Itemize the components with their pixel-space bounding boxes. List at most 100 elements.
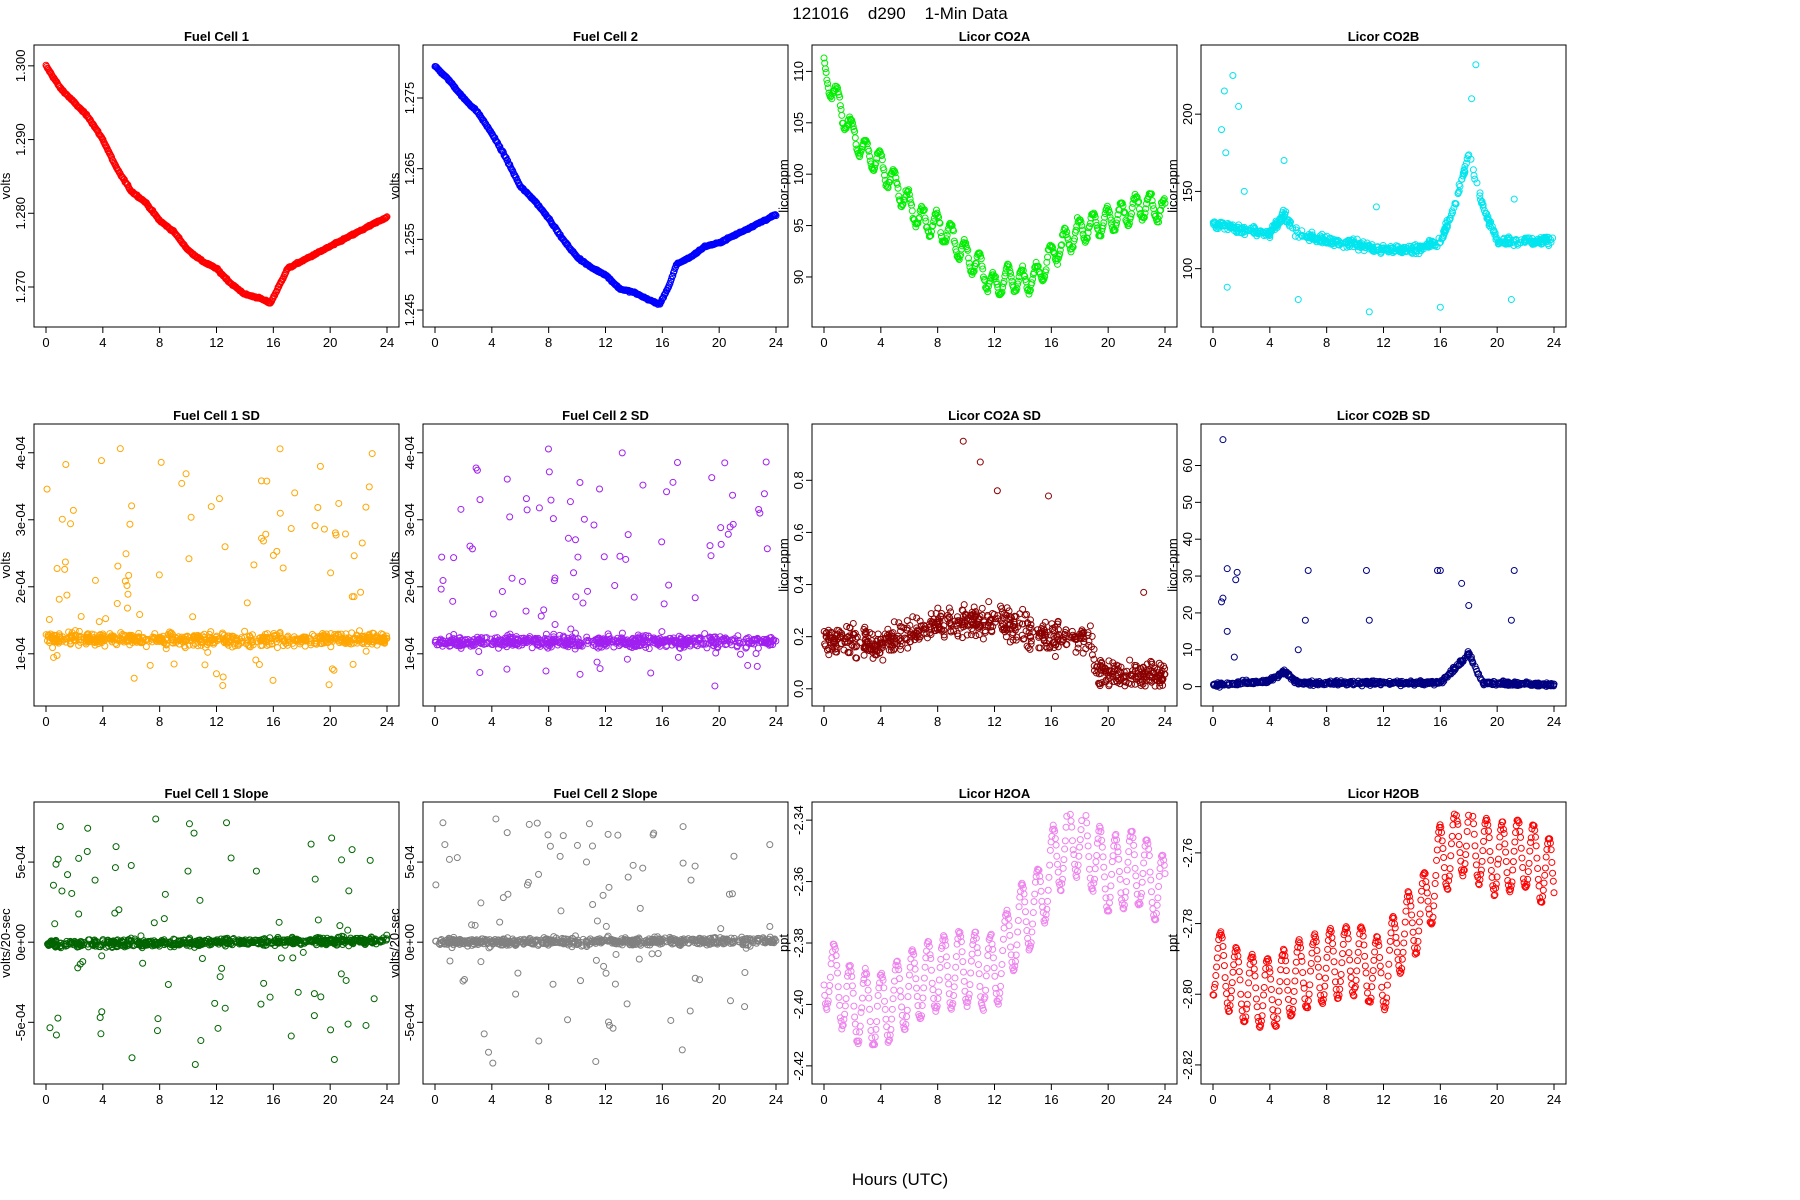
data-point xyxy=(946,219,954,227)
data-point xyxy=(1372,203,1380,211)
data-point xyxy=(287,525,295,533)
panel-title: Licor CO2B xyxy=(1348,29,1420,44)
x-tick-label: 16 xyxy=(655,714,669,729)
data-point xyxy=(97,457,105,465)
x-tick-label: 24 xyxy=(380,714,394,729)
data-point xyxy=(274,634,282,642)
y-tick-label: 1.280 xyxy=(13,197,28,230)
data-point xyxy=(950,227,958,235)
x-tick-label: 4 xyxy=(877,335,884,350)
data-point xyxy=(1294,646,1302,654)
data-point xyxy=(574,553,582,561)
data-point xyxy=(1235,228,1243,236)
data-point xyxy=(1394,242,1402,250)
x-tick-label: 24 xyxy=(1547,335,1561,350)
data-point xyxy=(1029,275,1037,283)
data-point xyxy=(1501,239,1509,247)
data-point xyxy=(1538,236,1546,244)
data-point xyxy=(58,637,66,645)
data-point xyxy=(975,249,983,257)
data-point xyxy=(43,485,51,493)
data-point xyxy=(1463,155,1471,163)
data-point xyxy=(942,235,950,243)
data-point xyxy=(71,637,79,645)
data-point xyxy=(1044,492,1052,500)
data-point xyxy=(590,521,598,529)
data-point xyxy=(837,105,845,113)
data-point xyxy=(187,513,195,521)
panel-title: Licor CO2A SD xyxy=(948,408,1041,423)
data-point xyxy=(1012,286,1020,294)
y-axis-label: volts xyxy=(0,172,13,199)
data-point xyxy=(1155,659,1163,667)
data-point xyxy=(154,636,162,644)
data-point xyxy=(1304,567,1312,575)
x-tick-label: 4 xyxy=(488,335,495,350)
data-point xyxy=(365,483,373,491)
data-point xyxy=(729,491,737,499)
data-point xyxy=(142,643,150,651)
data-point xyxy=(1042,266,1050,274)
plot-frame xyxy=(1200,44,1567,328)
data-point xyxy=(362,503,370,511)
x-tick-label: 0 xyxy=(1209,335,1216,350)
data-point xyxy=(1126,656,1134,664)
data-point xyxy=(55,595,63,603)
data-point xyxy=(663,488,671,496)
data-point xyxy=(852,141,860,149)
data-point xyxy=(611,582,619,590)
data-point xyxy=(308,630,316,638)
data-point xyxy=(498,588,506,596)
data-point xyxy=(647,669,655,677)
data-point xyxy=(1461,168,1469,176)
data-point xyxy=(540,606,548,614)
data-point xyxy=(282,639,290,647)
data-point xyxy=(1086,622,1094,630)
data-point xyxy=(368,450,376,458)
data-point xyxy=(1056,250,1064,258)
data-point xyxy=(925,228,933,236)
x-tick-label: 20 xyxy=(712,714,726,729)
data-point xyxy=(337,630,345,638)
data-point xyxy=(95,618,103,626)
data-point xyxy=(276,509,284,517)
data-point xyxy=(1142,205,1150,213)
data-point xyxy=(1349,235,1357,243)
data-point xyxy=(824,84,832,92)
y-tick-label: 1e-04 xyxy=(402,637,417,670)
data-point xyxy=(904,644,912,652)
data-point xyxy=(1043,258,1051,266)
data-point xyxy=(62,461,70,469)
data-point xyxy=(1368,246,1376,254)
data-point xyxy=(1295,233,1303,241)
data-point xyxy=(821,65,829,73)
data-point xyxy=(571,645,579,653)
data-point xyxy=(341,530,349,538)
data-point xyxy=(124,590,132,598)
data-point xyxy=(908,207,916,215)
data-point xyxy=(298,638,306,646)
data-point xyxy=(912,223,920,231)
data-point xyxy=(51,632,59,640)
data-point xyxy=(1160,195,1168,203)
data-point xyxy=(1058,241,1066,249)
data-point xyxy=(1507,296,1515,304)
data-point xyxy=(624,531,632,539)
data-point xyxy=(1387,247,1395,255)
plot-frame xyxy=(422,423,789,707)
data-point xyxy=(201,661,209,669)
data-point xyxy=(1086,222,1094,230)
data-point xyxy=(1149,201,1157,209)
data-point xyxy=(872,159,880,167)
data-point xyxy=(771,211,779,219)
data-point xyxy=(503,665,511,673)
data-point xyxy=(838,111,846,119)
data-point xyxy=(1222,149,1230,157)
data-point xyxy=(717,524,725,532)
data-point xyxy=(1007,269,1015,277)
y-axis-label: volts xyxy=(0,551,13,578)
data-point xyxy=(1342,237,1350,245)
data-point xyxy=(1057,241,1065,249)
x-tick-label: 4 xyxy=(1266,335,1273,350)
